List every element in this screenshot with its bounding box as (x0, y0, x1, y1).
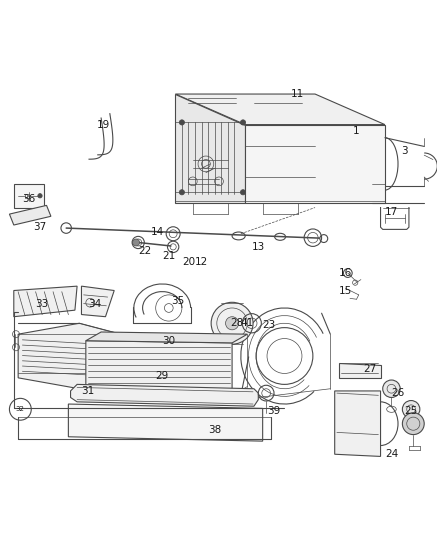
Text: 34: 34 (88, 298, 101, 309)
Circle shape (240, 190, 246, 195)
Text: 3: 3 (401, 146, 408, 156)
Circle shape (211, 302, 253, 344)
Circle shape (403, 413, 424, 434)
Circle shape (403, 400, 420, 418)
Text: 24: 24 (385, 449, 398, 459)
Text: 30: 30 (162, 336, 175, 346)
Circle shape (133, 239, 140, 246)
Text: 22: 22 (138, 246, 152, 256)
Text: 36: 36 (22, 194, 36, 204)
Text: 25: 25 (404, 406, 418, 416)
Text: 1: 1 (353, 126, 360, 136)
Text: 17: 17 (385, 207, 398, 217)
Text: 16: 16 (339, 268, 352, 278)
Circle shape (38, 193, 42, 198)
Polygon shape (245, 125, 385, 203)
Polygon shape (10, 205, 51, 225)
Text: 37: 37 (33, 222, 46, 232)
Text: 31: 31 (81, 386, 95, 396)
Text: 23: 23 (263, 320, 276, 330)
Text: 15: 15 (339, 286, 352, 295)
Circle shape (226, 317, 239, 330)
Bar (106, 350, 201, 386)
Text: 29: 29 (155, 370, 169, 381)
Bar (343, 404, 370, 446)
Polygon shape (86, 341, 232, 395)
Polygon shape (71, 384, 258, 406)
Polygon shape (175, 94, 245, 203)
Polygon shape (86, 332, 247, 343)
Text: 32: 32 (16, 406, 25, 412)
Text: 38: 38 (208, 425, 221, 435)
Polygon shape (335, 391, 381, 456)
Polygon shape (175, 94, 385, 125)
Polygon shape (339, 362, 381, 378)
Circle shape (179, 120, 184, 125)
Text: 21: 21 (162, 251, 175, 261)
Text: 35: 35 (171, 296, 184, 306)
Circle shape (383, 380, 400, 398)
Polygon shape (18, 323, 121, 389)
Text: 11: 11 (291, 89, 304, 99)
Text: 13: 13 (252, 242, 265, 252)
Text: 26: 26 (392, 388, 405, 398)
Circle shape (179, 190, 184, 195)
Bar (25, 193, 29, 198)
Bar (14, 183, 44, 207)
Text: 41: 41 (241, 318, 254, 328)
Polygon shape (81, 286, 114, 317)
Text: 19: 19 (97, 119, 110, 130)
Text: 20: 20 (182, 257, 195, 267)
Text: 14: 14 (151, 227, 165, 237)
Text: 27: 27 (363, 364, 376, 374)
Text: 39: 39 (267, 406, 280, 416)
Text: 28: 28 (230, 318, 243, 328)
Polygon shape (68, 404, 263, 441)
Polygon shape (14, 286, 77, 317)
Circle shape (240, 120, 246, 125)
Text: 12: 12 (195, 257, 208, 267)
Text: 33: 33 (35, 298, 49, 309)
